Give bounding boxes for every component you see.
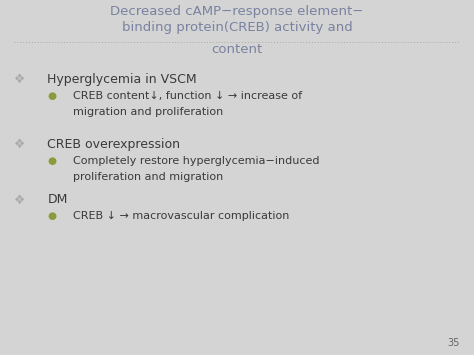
Text: ●: ● <box>47 91 56 100</box>
Text: Hyperglycemia in VSCM: Hyperglycemia in VSCM <box>47 73 197 86</box>
Text: ❖: ❖ <box>14 138 26 152</box>
Text: Completely restore hyperglycemia−induced: Completely restore hyperglycemia−induced <box>73 156 320 166</box>
Text: binding protein(CREB) activity and: binding protein(CREB) activity and <box>122 21 352 34</box>
Text: content: content <box>211 43 263 56</box>
Text: proliferation and migration: proliferation and migration <box>73 172 224 182</box>
Text: Decreased cAMP−response element−: Decreased cAMP−response element− <box>110 5 364 18</box>
Text: CREB ↓ → macrovascular complication: CREB ↓ → macrovascular complication <box>73 211 290 221</box>
Text: DM: DM <box>47 193 68 207</box>
Text: ●: ● <box>47 156 56 166</box>
Text: migration and proliferation: migration and proliferation <box>73 106 224 116</box>
Text: 35: 35 <box>447 338 460 348</box>
Text: CREB overexpression: CREB overexpression <box>47 138 181 152</box>
Text: ●: ● <box>47 211 56 221</box>
Text: CREB content↓, function ↓ → increase of: CREB content↓, function ↓ → increase of <box>73 91 302 100</box>
Text: ❖: ❖ <box>14 193 26 207</box>
Text: ❖: ❖ <box>14 73 26 86</box>
